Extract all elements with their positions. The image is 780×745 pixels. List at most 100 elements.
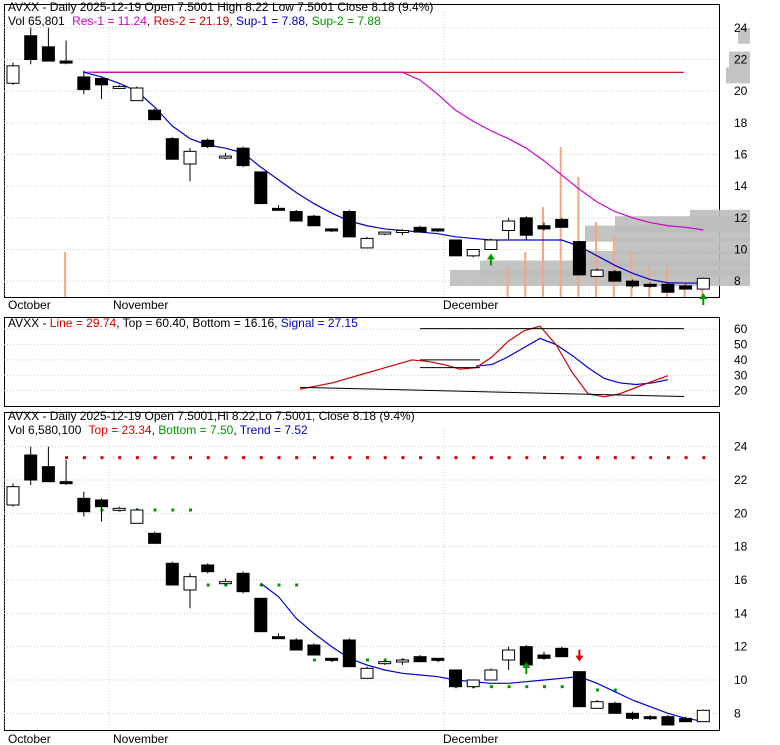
candle-body bbox=[218, 155, 232, 159]
y-tick-label: 24 bbox=[734, 440, 748, 454]
top-dot bbox=[578, 456, 582, 460]
candle-body bbox=[77, 76, 91, 91]
sep-7: , bbox=[274, 316, 281, 330]
y-tick-label: 16 bbox=[734, 148, 748, 162]
top-dot bbox=[366, 456, 369, 460]
candle-body bbox=[590, 269, 604, 277]
candle-body bbox=[484, 239, 498, 250]
top-dot bbox=[259, 456, 263, 460]
candle-body bbox=[41, 46, 55, 62]
volume-bar bbox=[630, 252, 633, 297]
bottom-dot bbox=[383, 658, 387, 662]
y-tick-label: 8 bbox=[734, 706, 741, 720]
top-dot bbox=[206, 456, 210, 460]
candle-body bbox=[537, 225, 551, 230]
candle-body bbox=[165, 138, 179, 160]
volume-bar bbox=[506, 267, 509, 297]
trend-candle-body bbox=[325, 657, 339, 661]
trend-candle-body bbox=[59, 481, 73, 485]
bottom-dot bbox=[489, 685, 493, 689]
trend-candle-body bbox=[6, 486, 20, 506]
trend-candle-body bbox=[626, 712, 639, 719]
y-tick-label: 14 bbox=[734, 606, 748, 620]
y-tick-label: 12 bbox=[734, 211, 748, 225]
candle-body bbox=[6, 65, 20, 84]
res2-label: Res-2 = 21.19 bbox=[154, 14, 230, 28]
trend-lines bbox=[65, 456, 706, 722]
top-dot bbox=[419, 456, 423, 460]
trend-candle-body bbox=[572, 671, 586, 708]
top-dot bbox=[489, 456, 493, 460]
top-dot bbox=[135, 456, 139, 460]
trend-candle-body bbox=[165, 562, 179, 586]
x-label-december: December bbox=[443, 298, 498, 312]
trend-candle-body bbox=[307, 644, 321, 656]
price-candles bbox=[6, 27, 710, 293]
bottom-dot bbox=[259, 583, 263, 587]
top-dot bbox=[631, 456, 635, 460]
candle-body bbox=[679, 285, 693, 290]
bottom-dot bbox=[153, 508, 157, 512]
vol-label: Vol 65,801 bbox=[8, 14, 65, 28]
trend-candle-body bbox=[679, 717, 693, 723]
candle-body bbox=[502, 220, 516, 231]
trend-candle-body bbox=[661, 716, 675, 726]
trend-candle-body bbox=[289, 639, 303, 651]
y-tick-label: 18 bbox=[734, 116, 748, 130]
sep-6: , bbox=[186, 316, 193, 330]
y-tick-label: 60 bbox=[734, 322, 748, 336]
y-tick-label: 18 bbox=[734, 540, 748, 554]
top-dot bbox=[436, 456, 440, 460]
sep-2: , bbox=[229, 14, 236, 28]
bottom-dot bbox=[543, 685, 546, 689]
trend-candle-body bbox=[484, 669, 498, 681]
y-tick-label: 20 bbox=[734, 384, 748, 398]
candle-body bbox=[626, 280, 639, 287]
top-dot bbox=[666, 456, 670, 460]
top-label: Top = 60.40 bbox=[123, 316, 186, 330]
top-dot bbox=[224, 456, 228, 460]
x-label-october-2: October bbox=[8, 732, 51, 745]
y-tick-label: 24 bbox=[734, 21, 748, 35]
trend-candle-body bbox=[537, 654, 551, 659]
trend-candle-body bbox=[360, 667, 374, 679]
volume-bar bbox=[577, 177, 580, 297]
trend-panel-title: AVXX - Daily 2025-12-19 Open 7.5001,Hi 8… bbox=[8, 409, 415, 423]
trend-candle-body bbox=[24, 454, 38, 481]
candle-body bbox=[112, 85, 126, 89]
trend-candle-body bbox=[148, 532, 162, 544]
trend-panel-frame bbox=[4, 412, 720, 731]
candle-body bbox=[342, 211, 356, 238]
volume-bar bbox=[612, 237, 615, 297]
candle-body bbox=[696, 277, 710, 290]
sep-8: , bbox=[152, 423, 159, 437]
trend-line bbox=[260, 582, 704, 722]
top-dot bbox=[401, 456, 405, 460]
top-dot bbox=[649, 456, 653, 460]
volume-bar bbox=[595, 222, 598, 297]
candle-body bbox=[643, 283, 657, 287]
candle-body bbox=[360, 237, 374, 249]
candle-body bbox=[289, 211, 303, 222]
top-dot bbox=[543, 456, 546, 460]
bottom-dot bbox=[507, 685, 511, 689]
bottom-dot bbox=[171, 508, 175, 512]
candle-body bbox=[95, 78, 108, 86]
volume-profile-bar bbox=[738, 27, 750, 44]
top-dot bbox=[277, 456, 281, 460]
trend-label: Trend = 7.52 bbox=[240, 423, 308, 437]
top-dot bbox=[596, 456, 600, 460]
trend-candle-body bbox=[342, 639, 356, 668]
bottom-dot bbox=[189, 508, 192, 512]
top-dot bbox=[82, 456, 86, 460]
volume-bar bbox=[648, 267, 651, 297]
trend-candle-body bbox=[413, 656, 427, 663]
candle-body bbox=[325, 228, 339, 232]
line-label: Line = 29.74 bbox=[50, 316, 117, 330]
support-resistance-lines bbox=[83, 71, 704, 284]
sep-9: , bbox=[233, 423, 239, 437]
arrow-up-icon bbox=[486, 253, 495, 266]
top-dot bbox=[171, 456, 175, 460]
x-label-november-2: November bbox=[113, 732, 168, 745]
top-dot bbox=[613, 456, 617, 460]
